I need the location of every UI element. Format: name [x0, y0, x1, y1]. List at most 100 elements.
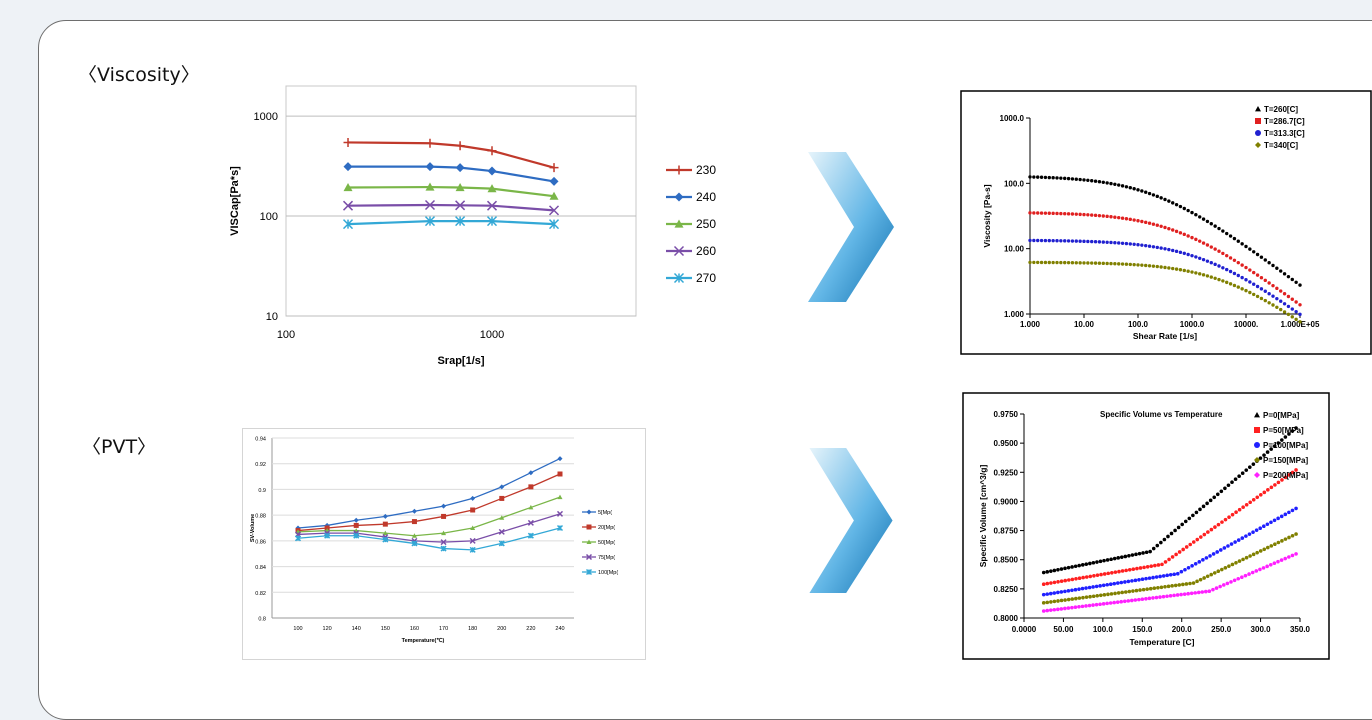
data-point — [1282, 272, 1287, 276]
data-point — [1272, 561, 1277, 566]
data-point — [1243, 573, 1248, 578]
data-point — [1127, 553, 1131, 558]
data-point — [1267, 281, 1271, 285]
data-point — [1056, 579, 1060, 584]
data-point — [1248, 247, 1252, 251]
y-tick-label: 0.86 — [255, 539, 266, 545]
data-point — [1041, 609, 1046, 613]
data-point — [1212, 571, 1217, 575]
data-point — [1269, 544, 1274, 548]
data-point — [1273, 542, 1277, 546]
data-point — [1155, 264, 1159, 269]
data-point — [1106, 571, 1111, 576]
data-point — [1283, 512, 1288, 517]
data-point — [549, 191, 559, 200]
data-point — [1095, 573, 1100, 577]
data-point — [1127, 567, 1132, 572]
data-point — [1116, 556, 1121, 560]
data-point — [1119, 599, 1124, 604]
data-point — [1142, 565, 1146, 570]
data-point — [527, 519, 534, 526]
data-point — [1073, 605, 1078, 610]
data-point — [1167, 247, 1171, 252]
data-point — [1262, 453, 1266, 457]
data-point — [1174, 249, 1179, 254]
data-point — [1140, 597, 1145, 601]
legend-label: 250 — [696, 217, 716, 231]
data-point — [556, 510, 564, 517]
data-point — [1202, 576, 1206, 580]
data-point — [557, 456, 563, 462]
data-point — [1070, 577, 1075, 582]
data-point — [1294, 506, 1298, 511]
data-point — [1156, 563, 1161, 567]
data-point — [1147, 576, 1152, 580]
data-point — [1232, 258, 1237, 262]
data-point — [1041, 592, 1046, 597]
y-tick-label: 10 — [266, 311, 278, 323]
data-point — [1236, 576, 1241, 581]
data-point — [1039, 211, 1044, 215]
data-point — [1056, 599, 1060, 603]
data-point — [1275, 296, 1279, 301]
data-point — [1298, 283, 1302, 287]
x-tick-label: 10.00 — [1074, 320, 1095, 329]
data-point — [1122, 599, 1127, 604]
x-tick-label: 150.0 — [1132, 625, 1153, 634]
data-point — [1049, 581, 1053, 585]
section-title-viscosity: 〈Viscosity〉 — [78, 64, 200, 86]
legend-marker — [1254, 412, 1260, 418]
data-point — [1144, 243, 1148, 248]
data-point — [1151, 264, 1156, 268]
data-point — [1265, 564, 1269, 569]
data-point — [1052, 599, 1057, 604]
data-point — [1070, 177, 1075, 181]
data-point — [1276, 480, 1281, 485]
data-point — [1045, 581, 1050, 586]
data-point — [1287, 555, 1291, 559]
data-point — [1066, 176, 1071, 181]
data-point — [1265, 522, 1270, 527]
legend-marker — [1255, 142, 1261, 148]
data-point — [1258, 493, 1263, 497]
data-point — [1286, 294, 1291, 299]
x-axis-label: Srap[1/s] — [437, 355, 484, 367]
data-point — [1267, 291, 1271, 296]
y-tick-label: 0.92 — [255, 462, 266, 468]
data-point — [1298, 312, 1302, 317]
data-point — [1279, 307, 1283, 312]
data-point — [1091, 585, 1095, 589]
legend-label: P=0[MPa] — [1263, 411, 1300, 420]
data-point — [1265, 450, 1270, 454]
data-point — [1128, 186, 1132, 190]
data-point — [1120, 590, 1124, 595]
data-point — [1090, 179, 1094, 183]
data-point — [294, 535, 302, 542]
data-point — [1120, 262, 1125, 266]
data-point — [1136, 243, 1140, 247]
data-point — [1059, 598, 1064, 603]
data-point — [1117, 183, 1121, 187]
legend-label: 230 — [696, 163, 716, 177]
data-point — [1084, 586, 1088, 590]
data-point — [1163, 247, 1167, 251]
data-point — [1209, 245, 1213, 249]
data-point — [1120, 569, 1125, 573]
data-point — [1098, 602, 1102, 607]
data-point — [1201, 257, 1206, 262]
data-point — [1195, 537, 1200, 542]
data-point — [1220, 567, 1224, 572]
data-point — [1215, 492, 1220, 497]
data-point — [1063, 211, 1067, 216]
data-point — [1216, 569, 1221, 574]
data-point — [1194, 237, 1198, 242]
data-point — [1144, 220, 1148, 225]
x-axis-label: Temperature(℃) — [402, 637, 445, 644]
data-point — [1182, 206, 1186, 211]
data-point — [1234, 560, 1238, 565]
data-point — [1032, 238, 1036, 243]
data-point — [1271, 303, 1275, 307]
data-point — [1163, 585, 1167, 589]
data-point — [1255, 550, 1259, 555]
data-point — [382, 530, 388, 536]
